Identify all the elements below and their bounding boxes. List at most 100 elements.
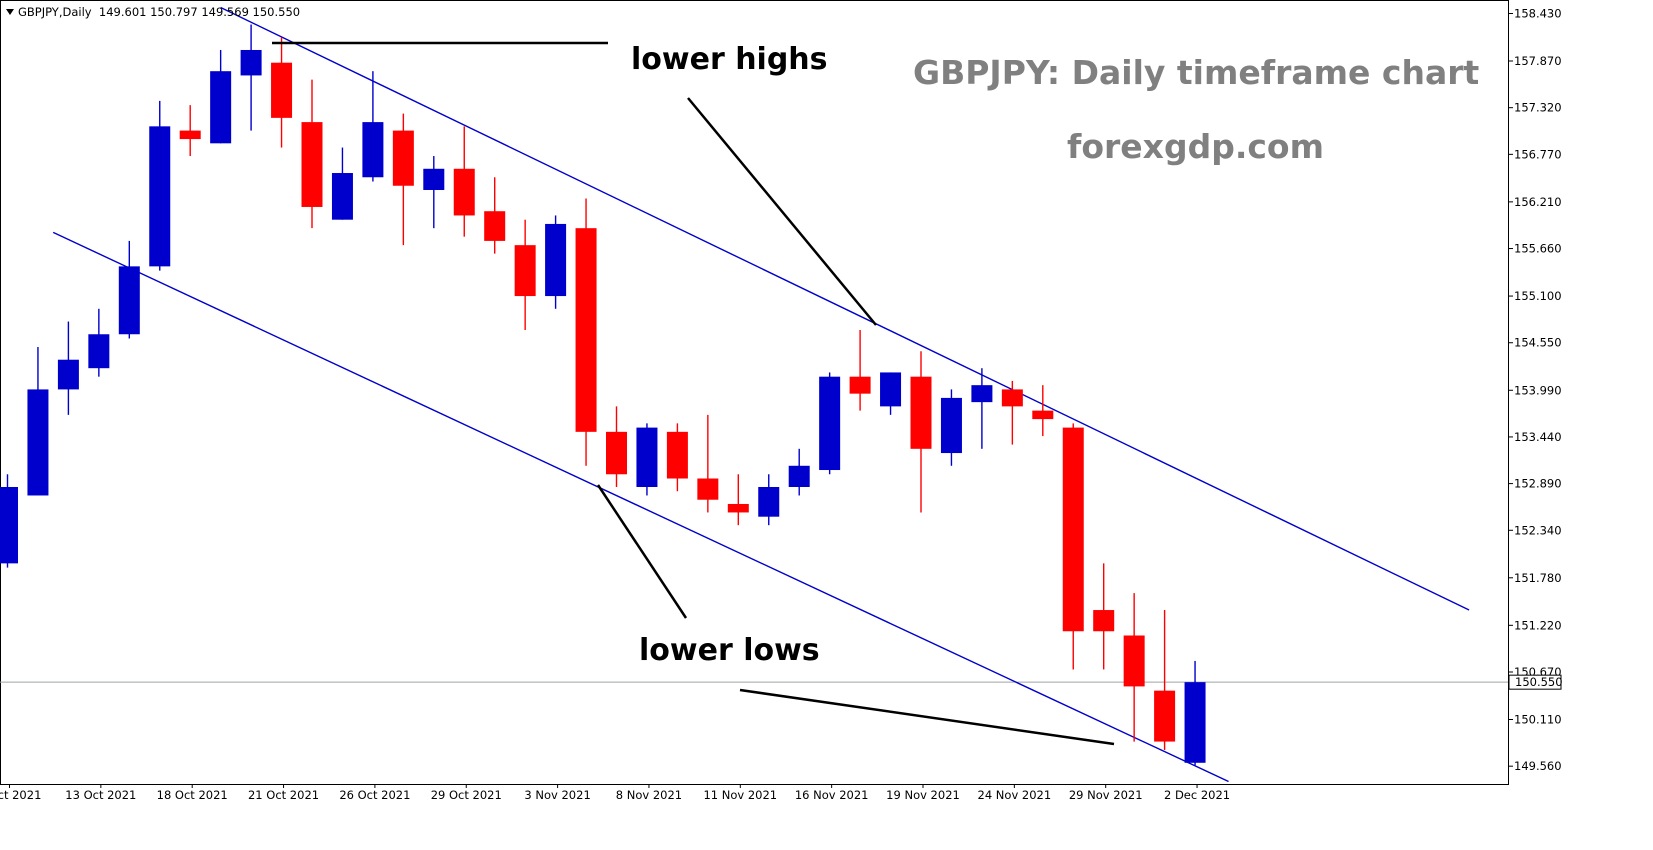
candle[interactable]: [392, 113, 414, 246]
candle[interactable]: [88, 308, 110, 377]
x-tick-label: 19 Nov 2021: [886, 788, 960, 802]
lower-lows-pointer-line: [596, 484, 688, 619]
candle[interactable]: [666, 423, 688, 492]
candle-body: [392, 130, 414, 186]
lower-channel-line[interactable]: [52, 231, 1229, 783]
candle-body: [910, 376, 932, 449]
candle[interactable]: [149, 100, 171, 271]
candle[interactable]: [849, 330, 871, 411]
y-tick-label: 151.220: [1514, 618, 1562, 632]
candle[interactable]: [758, 474, 780, 526]
candle[interactable]: [453, 126, 475, 237]
y-tick-label: 155.100: [1514, 289, 1562, 303]
candle-body: [849, 376, 871, 394]
candle[interactable]: [1001, 380, 1023, 445]
candle-body: [1093, 610, 1115, 632]
y-tick-label: 155.660: [1514, 242, 1562, 256]
candle[interactable]: [636, 423, 658, 496]
candle-body: [1032, 410, 1054, 420]
y-tick-label: 150.110: [1514, 713, 1562, 727]
upper-channel-line[interactable]: [220, 6, 1470, 611]
x-tick-label: 26 Oct 2021: [339, 788, 410, 802]
x-tick-label: 16 Nov 2021: [795, 788, 869, 802]
candle-body: [575, 228, 597, 432]
candle-body: [666, 431, 688, 479]
candle[interactable]: [697, 414, 719, 513]
candle[interactable]: [179, 105, 201, 157]
candle-body: [210, 71, 232, 144]
axes: 158.430 157.870 157.320 156.770 156.210 155.6…: [0, 0, 1562, 802]
candle[interactable]: [606, 406, 627, 487]
candle[interactable]: [27, 346, 49, 496]
candle-body: [179, 130, 201, 140]
candle-body: [240, 49, 262, 76]
candle-body: [271, 62, 293, 118]
candle[interactable]: [545, 215, 567, 309]
candle-body: [453, 168, 475, 216]
x-tick-label: 18 Oct 2021: [157, 788, 228, 802]
candle[interactable]: [788, 448, 810, 496]
candles: [0, 24, 1206, 766]
y-tick-label: 157.870: [1514, 54, 1562, 68]
candle[interactable]: [1032, 385, 1054, 437]
x-tick-label: 29 Oct 2021: [431, 788, 502, 802]
x-tick-label: 29 Nov 2021: [1069, 788, 1143, 802]
x-tick-label: 3 Nov 2021: [524, 788, 590, 802]
candle[interactable]: [1123, 593, 1145, 742]
candle[interactable]: [514, 219, 536, 331]
candle-body: [819, 376, 841, 471]
lower-highs-pointer-line: [687, 97, 877, 326]
symbol-label: GBPJPY,Daily: [18, 5, 92, 19]
candle[interactable]: [484, 177, 506, 254]
candle-body: [1062, 427, 1084, 632]
x-tick-label: 8 Nov 2021: [616, 788, 682, 802]
candle[interactable]: [910, 351, 932, 513]
lower-lows-label: lower lows: [639, 633, 820, 668]
candle-body: [697, 478, 719, 500]
candle[interactable]: [271, 37, 293, 148]
candle-body: [1123, 635, 1145, 687]
candle[interactable]: [301, 79, 323, 229]
candle-body: [0, 486, 18, 564]
candle[interactable]: [940, 389, 962, 466]
y-tick-label: 157.320: [1514, 101, 1562, 115]
plot-frame: [0, 0, 1509, 785]
candle[interactable]: [819, 372, 841, 475]
candle[interactable]: [575, 198, 597, 466]
candle[interactable]: [971, 368, 993, 449]
y-tick-label: 156.210: [1514, 195, 1562, 209]
candle[interactable]: [1184, 660, 1206, 766]
candle-body: [57, 359, 79, 390]
candle[interactable]: [331, 147, 353, 220]
candle-body: [788, 465, 810, 487]
x-tick-label: 21 Oct 2021: [248, 788, 319, 802]
chart-title: GBPJPY: Daily timeframe chart: [913, 53, 1480, 92]
dropdown-triangle-icon[interactable]: [6, 9, 14, 15]
y-tick-label: 154.550: [1514, 336, 1562, 350]
candle-body: [636, 427, 658, 487]
y-tick-label: 152.890: [1514, 477, 1562, 491]
candle-body: [545, 223, 567, 297]
candle[interactable]: [1093, 563, 1115, 670]
candle[interactable]: [0, 474, 18, 568]
candle-body: [1001, 389, 1023, 407]
candle-body: [606, 431, 627, 475]
candle-body: [940, 397, 962, 454]
x-tick-label: 13 Oct 2021: [65, 788, 136, 802]
candle[interactable]: [240, 24, 262, 131]
current-price-text: 150.550: [1515, 675, 1563, 689]
candle[interactable]: [362, 71, 384, 182]
candle[interactable]: [57, 321, 79, 415]
candle[interactable]: [210, 49, 232, 144]
y-tick-label: 153.440: [1514, 430, 1562, 444]
candle[interactable]: [1154, 610, 1176, 751]
candle[interactable]: [727, 474, 749, 526]
candle-body: [880, 372, 902, 407]
website-label: forexgdp.com: [1067, 127, 1324, 166]
candle[interactable]: [118, 240, 140, 339]
candle[interactable]: [880, 372, 902, 415]
candle-body: [149, 126, 171, 267]
candle[interactable]: [423, 156, 445, 229]
candle[interactable]: [1062, 423, 1084, 670]
